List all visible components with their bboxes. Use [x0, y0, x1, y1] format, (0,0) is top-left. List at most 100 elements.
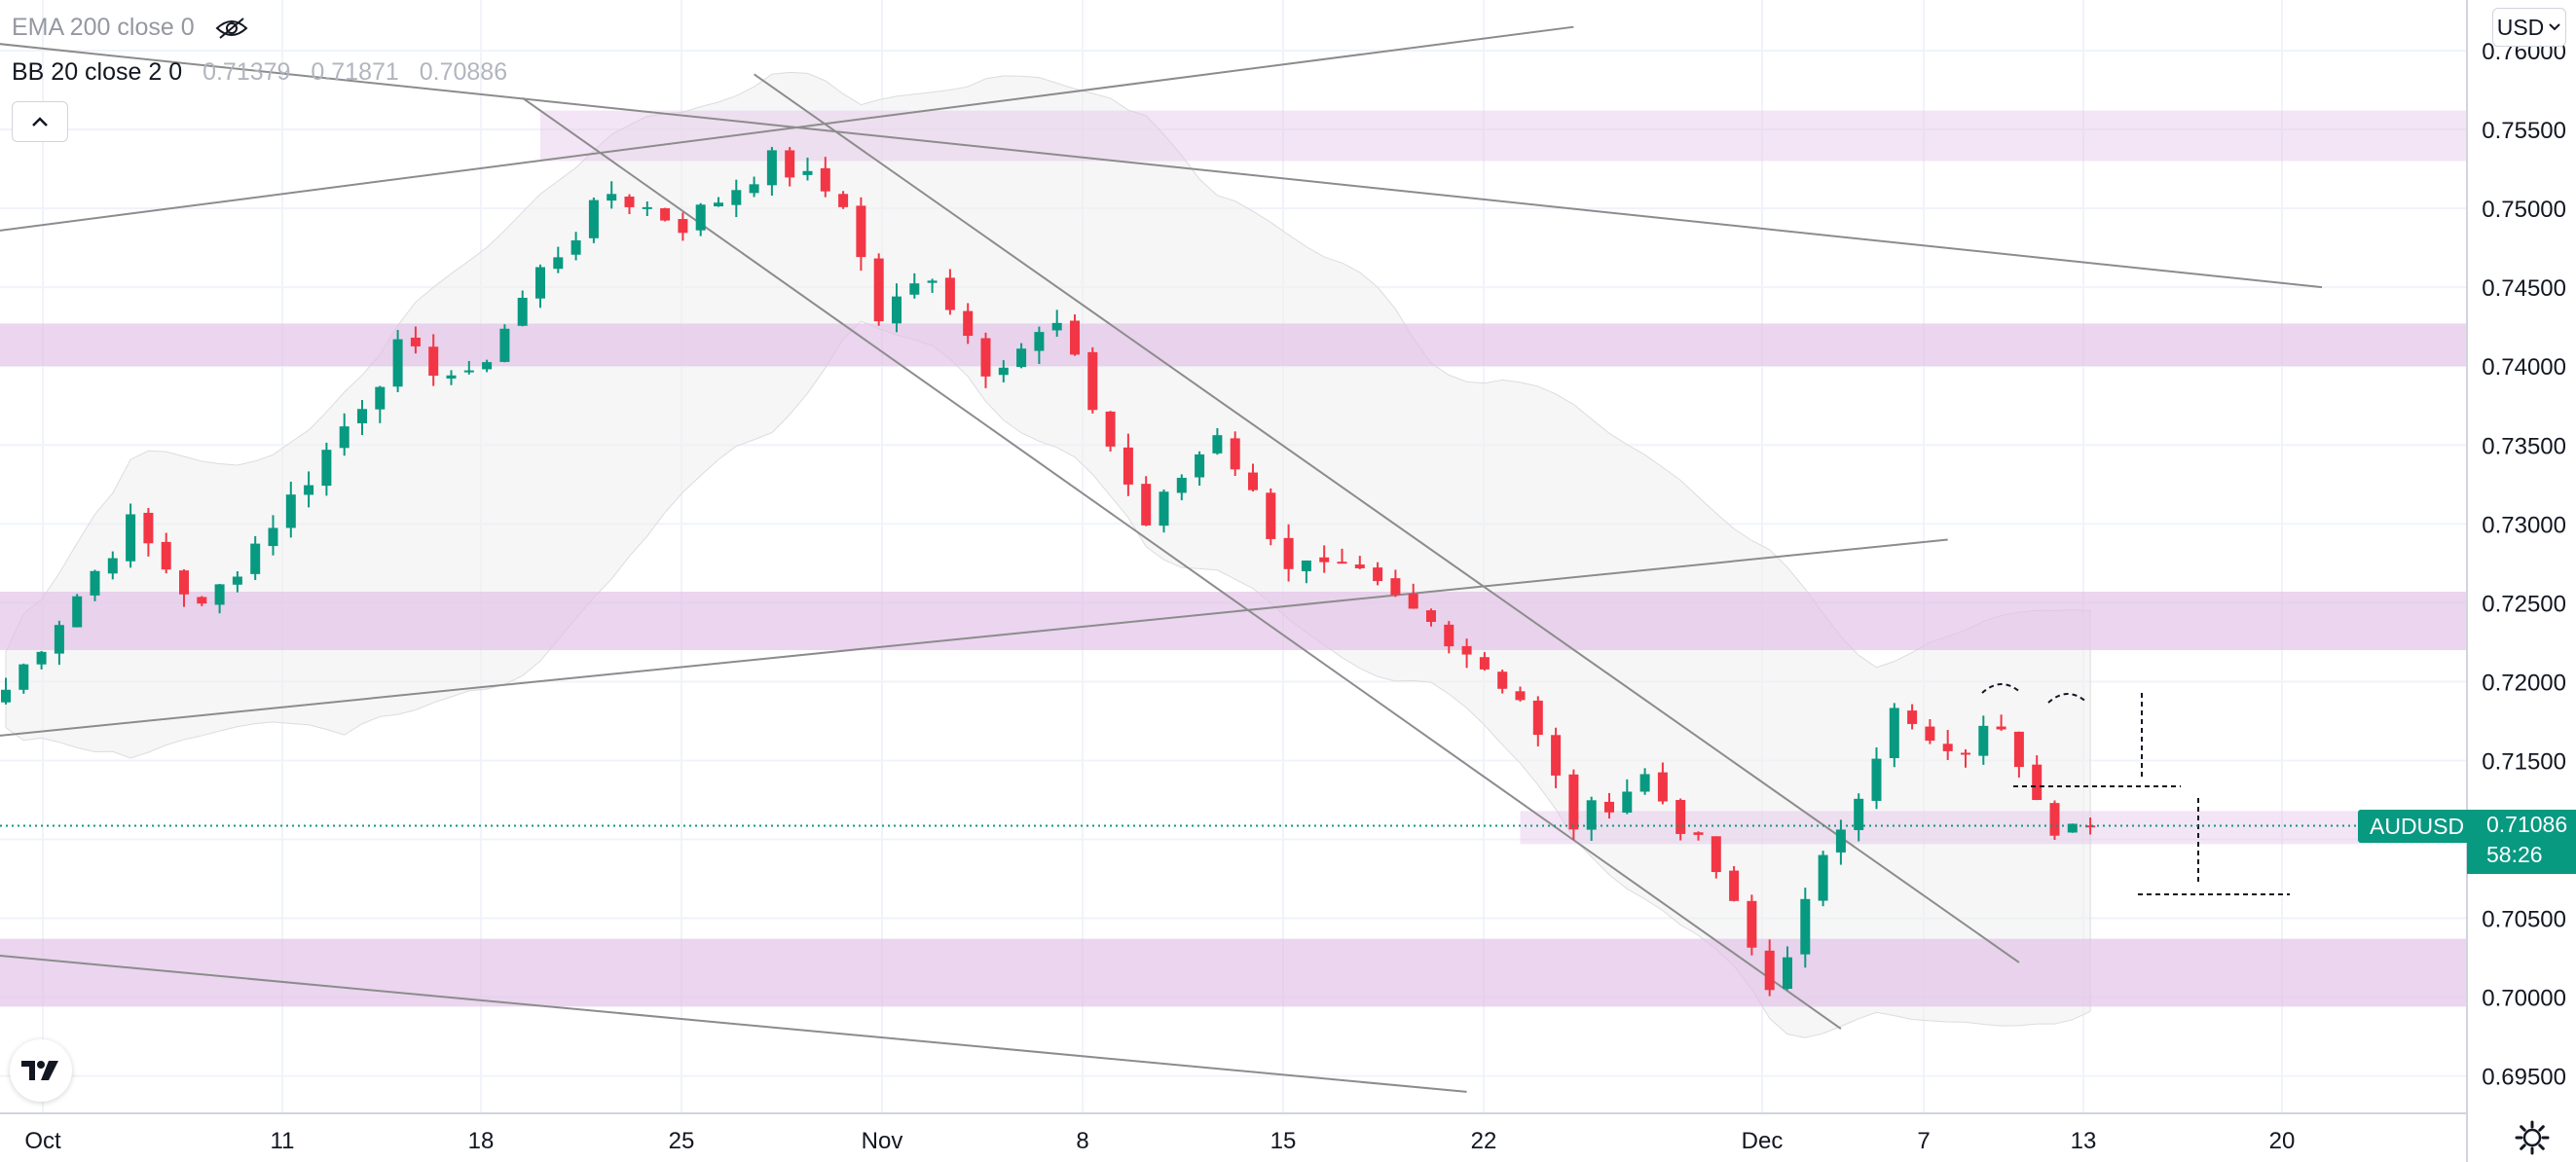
candle-3 [54, 620, 64, 666]
currency-selector[interactable]: USD [2492, 8, 2566, 47]
candle-body-91 [1622, 791, 1633, 814]
candle-body-41 [731, 190, 742, 205]
time-tick-8: Dec [1742, 1128, 1784, 1154]
candle-body-2 [36, 651, 47, 665]
candle-20 [357, 399, 367, 436]
candle-92 [1639, 768, 1650, 795]
candle-43 [766, 147, 777, 197]
candle-body-0 [1, 689, 11, 703]
candle-70 [1248, 463, 1258, 492]
candle-body-51 [909, 283, 920, 295]
collapse-legend-button[interactable] [12, 101, 68, 142]
candle-body-69 [1230, 438, 1240, 470]
candle-body-85 [1515, 691, 1526, 701]
bb-legend-label: BB 20 close 2 0 [12, 58, 183, 86]
candle-51 [909, 272, 920, 299]
candle-body-72 [1283, 537, 1294, 569]
candle-body-37 [660, 207, 671, 221]
price-tick-11: 0.70500 [2482, 907, 2566, 933]
candle-body-84 [1497, 672, 1508, 689]
candle-body-59 [1051, 322, 1062, 331]
candle-body-19 [339, 426, 350, 449]
candle-87 [1551, 727, 1562, 788]
candle-35 [624, 194, 635, 215]
price-tick-7: 0.72500 [2482, 591, 2566, 617]
time-tick-4: Nov [862, 1128, 903, 1154]
candle-0 [1, 677, 11, 705]
candle-16 [285, 481, 296, 538]
candle-body-4 [72, 596, 83, 628]
candle-27 [482, 359, 493, 373]
candle-body-78 [1390, 578, 1401, 596]
candle-115 [2049, 800, 2060, 841]
candle-2 [36, 650, 47, 670]
candle-29 [517, 290, 528, 327]
candle-102 [1818, 851, 1828, 907]
time-tick-2: 18 [468, 1128, 495, 1154]
pattern-annotations [1981, 683, 2290, 895]
candle-89 [1586, 796, 1597, 841]
candle-body-54 [963, 310, 974, 337]
candle-body-77 [1373, 567, 1383, 582]
time-tick-7: 22 [1471, 1128, 1497, 1154]
candle-body-36 [642, 206, 652, 209]
candle-25 [446, 370, 457, 385]
candle-23 [410, 326, 421, 354]
bb-lower-value: 0.70886 [419, 58, 508, 86]
candle-54 [963, 303, 974, 345]
candle-113 [2013, 731, 2024, 778]
candle-55 [980, 332, 991, 388]
price-tick-13: 0.69500 [2482, 1065, 2566, 1091]
top-arc-2 [2047, 693, 2088, 704]
price-tick-8: 0.72000 [2482, 670, 2566, 696]
time-tick-5: 8 [1076, 1128, 1088, 1154]
price-axis[interactable]: 0.760000.755000.750000.745000.740000.735… [2482, 39, 2566, 1091]
trendline-0 [0, 538, 1948, 737]
candle-body-88 [1568, 774, 1579, 830]
bb-legend[interactable]: BB 20 close 2 0 0.71379 0.71871 0.70886 [12, 58, 507, 87]
tradingview-logo-icon[interactable] [10, 1039, 72, 1102]
settings-gear-icon[interactable] [2514, 1119, 2551, 1156]
candle-body-114 [2032, 764, 2042, 801]
candle-31 [553, 246, 564, 273]
candle-body-21 [375, 386, 386, 410]
candle-7 [126, 503, 136, 568]
candle-body-110 [1961, 752, 1970, 755]
candle-body-81 [1444, 624, 1454, 647]
candle-body-109 [1942, 744, 1953, 751]
candle-body-95 [1693, 832, 1704, 835]
candle-body-113 [2013, 731, 2024, 768]
eye-hidden-icon[interactable] [215, 17, 248, 40]
candle-37 [660, 207, 671, 222]
ema-legend[interactable]: EMA 200 close 0 [12, 14, 248, 42]
price-tick-2: 0.75000 [2482, 197, 2566, 223]
candle-body-15 [268, 527, 278, 547]
price-tick-3: 0.74500 [2482, 275, 2566, 302]
trendline-3 [522, 96, 1842, 1030]
bollinger-envelope [5, 71, 2091, 1038]
candle-63 [1122, 433, 1133, 496]
candle-body-97 [1729, 870, 1740, 901]
candle-81 [1444, 621, 1454, 654]
trendline-5 [0, 954, 1467, 1093]
candle-body-101 [1800, 898, 1811, 955]
candle-73 [1301, 560, 1311, 584]
candlestick-series [1, 147, 2096, 997]
candle-98 [1747, 894, 1757, 956]
top-arc-1 [1981, 683, 2022, 694]
currency-label: USD [2496, 14, 2545, 40]
candle-body-108 [1925, 726, 1935, 742]
symbol-label: AUDUSD [2370, 813, 2465, 839]
candle-body-10 [179, 570, 189, 595]
candle-91 [1622, 779, 1633, 815]
candle-36 [642, 201, 652, 216]
candle-34 [607, 181, 617, 209]
time-axis[interactable]: Oct 11 18 25 Nov 8 15 22 Dec 7 13 20 [24, 1128, 2295, 1154]
candle-65 [1159, 489, 1169, 533]
candle-body-5 [90, 570, 100, 596]
candle-body-56 [998, 367, 1009, 376]
candle-body-89 [1586, 800, 1597, 830]
candle-41 [731, 179, 742, 218]
candle-body-60 [1070, 320, 1080, 355]
